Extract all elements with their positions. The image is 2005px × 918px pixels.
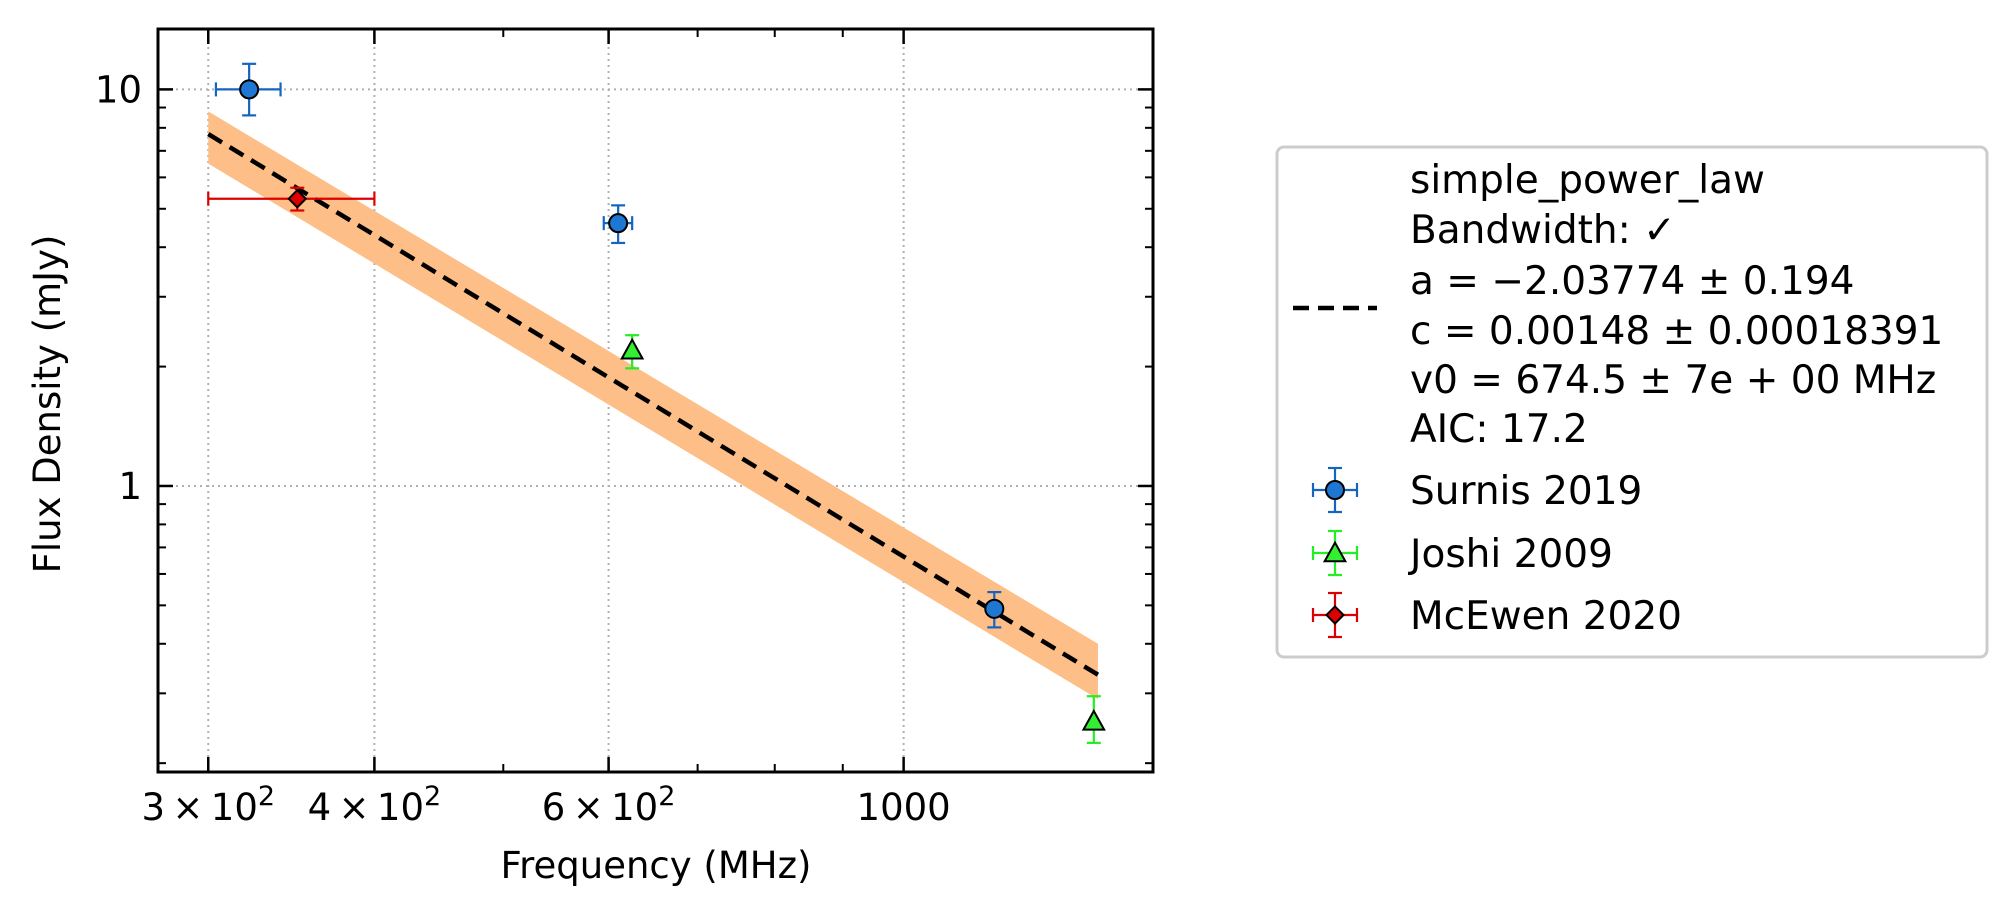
series-mcewen-2020 bbox=[207, 186, 376, 212]
legend-fit-model: simple_power_law bbox=[1410, 158, 1765, 203]
legend-fit-aic: AIC: 17.2 bbox=[1410, 407, 1588, 452]
legend-series-label: McEwen 2020 bbox=[1410, 594, 1682, 639]
series-surnis-2019 bbox=[214, 62, 1005, 629]
legend-series-label: Surnis 2019 bbox=[1410, 469, 1642, 514]
x-tick-label: 4 × 102 bbox=[308, 781, 442, 829]
plot-area bbox=[158, 29, 1153, 772]
data-point bbox=[984, 598, 1005, 619]
fit-uncertainty-band bbox=[208, 111, 1098, 700]
legend-entry-surnis-2019: Surnis 2019 bbox=[1311, 466, 1642, 514]
legend-fit-v0: v0 = 674.5 ± 7e + 00 MHz bbox=[1410, 358, 1936, 403]
legend-fit-c: c = 0.00148 ± 0.00018391 bbox=[1410, 309, 1943, 354]
x-axis-title: Frequency (MHz) bbox=[501, 844, 812, 887]
legend-frame bbox=[1275, 145, 1989, 659]
legend-marker bbox=[1325, 605, 1345, 625]
data-point bbox=[620, 337, 645, 360]
data-point bbox=[1081, 708, 1106, 731]
legend-entry-mcewen-2020: McEwen 2020 bbox=[1311, 591, 1682, 639]
series-joshi-2009 bbox=[620, 334, 1106, 744]
legend-fit-bandwidth: Bandwidth: ✓ bbox=[1410, 208, 1676, 253]
legend-series-label: Joshi 2009 bbox=[1407, 532, 1613, 577]
data-point bbox=[608, 213, 629, 234]
x-tick-label: 6 × 102 bbox=[542, 781, 676, 829]
legend-series-entries: Surnis 2019 Joshi 2009 McEwen 2020 bbox=[1311, 466, 1682, 639]
legend: simple_power_law Bandwidth: ✓ a = −2.037… bbox=[1275, 145, 1989, 659]
data-point bbox=[239, 79, 260, 100]
y-tick-label: 10 bbox=[95, 68, 142, 111]
legend-entry-joshi-2009: Joshi 2009 bbox=[1311, 529, 1613, 577]
y-axis-title: Flux Density (mJy) bbox=[26, 235, 69, 574]
legend-fit-a: a = −2.03774 ± 0.194 bbox=[1410, 259, 1854, 304]
y-tick-label: 1 bbox=[118, 465, 142, 508]
axes-frame bbox=[156, 27, 1155, 774]
axes: 3 × 102 4 × 102 6 × 102 1000 1 10 bbox=[95, 27, 1155, 829]
data-point bbox=[287, 188, 308, 209]
legend-marker bbox=[1322, 540, 1348, 563]
legend-marker bbox=[1325, 480, 1345, 500]
x-tick-label: 3 × 102 bbox=[141, 781, 275, 829]
x-tick-label: 1000 bbox=[857, 786, 951, 829]
